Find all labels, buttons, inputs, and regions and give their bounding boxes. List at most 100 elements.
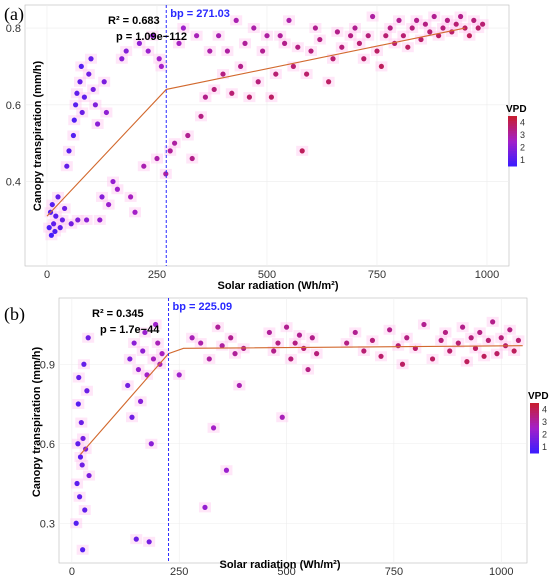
data-point — [438, 337, 444, 343]
x-tick-label: 750 — [368, 269, 386, 281]
data-point — [216, 33, 222, 39]
x-ticks-b: 0 250 500 750 1000 — [69, 566, 514, 575]
data-point — [53, 213, 59, 219]
data-point — [224, 48, 230, 54]
legend-swatch — [530, 425, 539, 429]
data-point — [444, 17, 450, 23]
legend-swatch — [530, 430, 539, 434]
legend-swatch — [530, 450, 539, 454]
data-point — [356, 40, 362, 46]
data-point — [436, 33, 442, 39]
legend-swatch — [508, 151, 517, 154]
legend-swatch — [530, 435, 539, 439]
legend-swatch — [530, 403, 539, 406]
data-point — [232, 351, 238, 357]
data-point — [468, 335, 474, 341]
data-point — [459, 324, 466, 330]
data-point — [189, 155, 195, 162]
data-point — [260, 48, 266, 54]
legend-swatch — [530, 420, 539, 424]
vpd-legend-b: VPD 4 3 2 1 — [528, 391, 549, 454]
data-point — [150, 33, 156, 39]
data-point — [150, 356, 157, 362]
x-ticks-a: 0 250 500 750 1000 — [44, 269, 499, 281]
data-point — [84, 217, 90, 223]
data-point — [275, 340, 281, 346]
data-point — [206, 356, 212, 362]
data-point — [475, 25, 481, 31]
data-point — [123, 48, 129, 54]
legend-swatch — [508, 128, 517, 132]
data-point — [62, 205, 68, 212]
data-point — [75, 401, 81, 407]
points-b — [70, 316, 525, 555]
breakpoint-label-a: bp = 271.03 — [170, 8, 230, 20]
data-point — [156, 56, 162, 62]
legend-swatch — [508, 156, 517, 159]
y-tick-label: 0.8 — [6, 23, 21, 35]
data-point — [292, 340, 298, 346]
data-point — [103, 109, 109, 116]
data-point — [266, 329, 272, 336]
r-squared-b: R² = 0.345 — [92, 308, 144, 320]
legend-swatch — [508, 148, 517, 152]
data-point — [453, 21, 459, 27]
vpd-legend-a: VPD 4 3 2 1 — [506, 104, 527, 167]
data-point — [334, 29, 340, 35]
data-point — [314, 351, 320, 357]
data-point — [427, 29, 433, 35]
data-point — [155, 340, 161, 346]
x-tick-label: 250 — [148, 269, 166, 281]
data-point — [140, 348, 146, 354]
data-point — [404, 335, 410, 341]
data-point — [198, 113, 204, 119]
data-point — [304, 71, 310, 77]
data-point — [119, 56, 125, 62]
data-point — [210, 425, 217, 431]
legend-swatch — [530, 445, 539, 449]
legend-swatch — [530, 433, 539, 436]
data-point — [498, 335, 504, 341]
data-point — [106, 201, 112, 208]
legend-tick-label: 2 — [542, 429, 547, 439]
data-point — [317, 36, 323, 43]
data-point — [148, 441, 154, 447]
data-point — [75, 441, 81, 447]
legend-tick-label: 3 — [542, 417, 547, 427]
data-point — [378, 353, 384, 359]
x-axis-title-b: Solar radiation (Wh/m²) — [220, 559, 341, 571]
data-point — [141, 163, 147, 169]
data-point — [229, 90, 235, 96]
data-point — [264, 33, 270, 39]
data-point — [88, 56, 94, 62]
data-point — [395, 343, 401, 349]
legend-tick-label: 3 — [520, 130, 525, 140]
legend-swatch — [508, 163, 517, 167]
legend-swatch — [508, 116, 517, 119]
data-point — [85, 335, 91, 341]
data-point — [68, 221, 74, 227]
data-point — [211, 86, 217, 93]
data-point — [458, 13, 464, 20]
data-point — [172, 140, 178, 146]
data-point — [185, 132, 191, 139]
fit-line-a — [46, 27, 466, 217]
data-point — [142, 329, 148, 336]
data-point — [365, 33, 371, 39]
data-point — [219, 343, 225, 349]
legend-swatch — [508, 123, 517, 127]
data-point — [167, 148, 173, 154]
data-point — [352, 25, 358, 31]
legend-swatch — [508, 133, 517, 137]
legend-swatch — [530, 415, 539, 419]
data-point — [279, 414, 285, 420]
data-point — [132, 209, 138, 215]
data-point — [189, 335, 195, 341]
grid-b — [59, 298, 527, 563]
data-point — [273, 71, 279, 77]
data-point — [477, 329, 483, 336]
data-point — [101, 79, 107, 85]
data-point — [312, 25, 318, 31]
legend-tick-label: 2 — [520, 142, 525, 152]
